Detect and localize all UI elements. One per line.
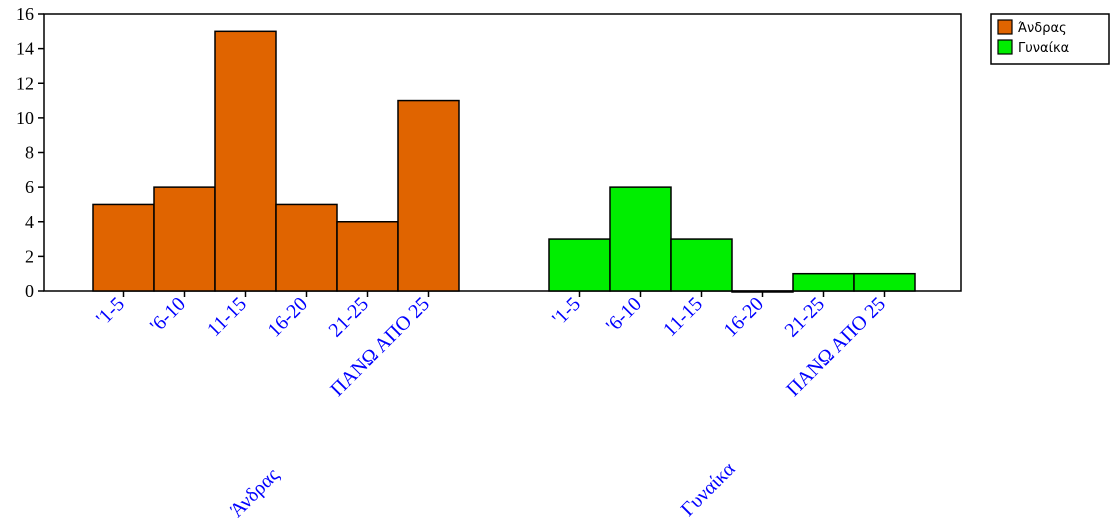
y-axis: 0 2 4 6 8 10 12 14 16 (16, 4, 44, 301)
y-tick-label: 4 (25, 212, 34, 232)
x-tick-label: 11-15 (203, 293, 251, 341)
bar (792, 272, 855, 292)
legend-label: Γυναίκα (1018, 41, 1069, 56)
bar (214, 30, 277, 292)
bars (92, 30, 916, 293)
y-tick-label: 12 (16, 73, 34, 93)
y-tick-label: 16 (16, 4, 34, 24)
bar (853, 272, 916, 292)
bar (92, 203, 155, 292)
group-label: Άνδρας (226, 464, 284, 518)
bar (670, 238, 733, 292)
x-tick-label: 11-15 (659, 293, 707, 341)
legend-swatch (997, 19, 1013, 35)
bar (336, 221, 399, 292)
y-tick-label: 8 (25, 143, 34, 163)
x-tick-label: '6-10 (146, 293, 190, 337)
bar (609, 186, 672, 292)
legend-swatch (997, 39, 1013, 55)
y-tick-label: 0 (25, 281, 34, 301)
bar (397, 99, 460, 292)
bar (275, 203, 338, 292)
x-tick-label: 21-25 (780, 293, 829, 342)
y-tick-label: 14 (16, 39, 34, 59)
x-tick-label: 21-25 (324, 293, 373, 342)
legend: Άνδρας Γυναίκα (990, 13, 1110, 65)
x-tick-label: '1-5 (92, 293, 129, 330)
group-labels: Άνδρας Γυναίκα (226, 458, 740, 518)
x-tick-label: '6-10 (602, 293, 646, 337)
x-tick-label: '1-5 (548, 293, 585, 330)
bar (548, 238, 611, 292)
y-tick-label: 6 (25, 177, 34, 197)
bar (153, 186, 216, 292)
x-tick-label: 16-20 (719, 293, 768, 342)
y-tick-label: 10 (16, 108, 34, 128)
legend-label: Άνδρας (1018, 21, 1067, 36)
x-tick-label: 16-20 (263, 293, 312, 342)
group-label: Γυναίκα (677, 458, 740, 518)
y-tick-label: 2 (25, 246, 34, 266)
